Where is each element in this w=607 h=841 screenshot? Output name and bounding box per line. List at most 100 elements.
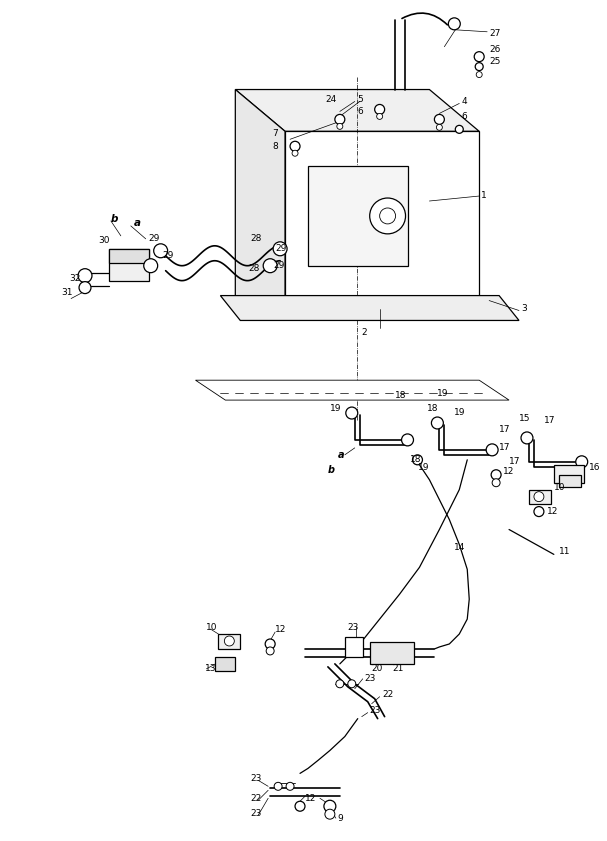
Text: 6: 6	[461, 112, 467, 121]
Text: 29: 29	[275, 244, 287, 253]
Circle shape	[534, 506, 544, 516]
Text: 19: 19	[454, 408, 466, 416]
Circle shape	[534, 492, 544, 501]
Text: 17: 17	[544, 415, 555, 425]
Bar	[308, 167, 407, 266]
Text: 28: 28	[248, 264, 260, 273]
Text: 23: 23	[250, 774, 262, 783]
Circle shape	[576, 456, 588, 468]
Text: 4: 4	[461, 97, 467, 106]
Text: 26: 26	[489, 45, 501, 54]
Circle shape	[78, 268, 92, 283]
Text: 18: 18	[410, 455, 421, 464]
Text: 1: 1	[481, 191, 487, 199]
Text: 13: 13	[205, 664, 216, 674]
Circle shape	[79, 282, 91, 294]
Bar	[109, 249, 149, 262]
Text: 12: 12	[503, 468, 515, 476]
Text: 8: 8	[272, 142, 278, 151]
Circle shape	[324, 801, 336, 812]
Text: 31: 31	[61, 288, 73, 297]
Text: 30: 30	[98, 236, 109, 246]
Text: a: a	[134, 218, 141, 228]
Text: 22: 22	[250, 794, 262, 803]
Polygon shape	[236, 89, 285, 310]
Circle shape	[476, 71, 482, 77]
Text: 20: 20	[371, 664, 383, 674]
Bar	[109, 249, 149, 281]
Text: 29: 29	[149, 235, 160, 243]
Text: 9: 9	[338, 814, 344, 822]
Text: 15: 15	[519, 414, 531, 422]
Circle shape	[486, 444, 498, 456]
Circle shape	[455, 125, 463, 134]
Text: 25: 25	[489, 57, 501, 66]
Bar	[529, 489, 551, 504]
Circle shape	[475, 62, 483, 71]
Circle shape	[225, 636, 234, 646]
Polygon shape	[220, 295, 519, 320]
Text: 19: 19	[438, 389, 449, 398]
Circle shape	[335, 114, 345, 124]
Circle shape	[413, 455, 422, 465]
Text: 12: 12	[275, 625, 287, 633]
Circle shape	[375, 104, 385, 114]
Circle shape	[521, 432, 533, 444]
Circle shape	[346, 407, 358, 419]
Circle shape	[432, 417, 443, 429]
Text: 10: 10	[554, 484, 565, 492]
Text: a: a	[338, 450, 344, 460]
Text: 18: 18	[427, 404, 439, 413]
Circle shape	[435, 114, 444, 124]
Text: 23: 23	[365, 674, 376, 683]
Text: 29: 29	[273, 262, 285, 270]
Circle shape	[491, 470, 501, 479]
Text: b: b	[111, 214, 118, 224]
Text: 32: 32	[69, 274, 81, 283]
Bar	[370, 642, 415, 664]
Text: 12: 12	[305, 794, 316, 803]
Circle shape	[266, 647, 274, 655]
Circle shape	[292, 151, 298, 156]
Text: 6: 6	[358, 107, 364, 116]
Text: 5: 5	[358, 95, 364, 104]
Text: 27: 27	[489, 29, 501, 39]
Circle shape	[402, 434, 413, 446]
Circle shape	[336, 680, 344, 688]
Circle shape	[273, 242, 287, 256]
Bar	[554, 465, 584, 483]
Circle shape	[436, 124, 443, 130]
Text: 22: 22	[382, 690, 394, 699]
Circle shape	[370, 198, 405, 234]
Text: 19: 19	[330, 404, 341, 413]
Text: 11: 11	[559, 547, 571, 556]
Text: b: b	[328, 465, 335, 475]
Text: 24: 24	[325, 95, 336, 104]
Circle shape	[290, 141, 300, 151]
Circle shape	[379, 208, 396, 224]
Text: 21: 21	[393, 664, 404, 674]
Polygon shape	[236, 89, 479, 131]
Text: 14: 14	[454, 543, 466, 552]
Text: 10: 10	[206, 622, 218, 632]
Polygon shape	[195, 380, 509, 400]
Text: 17: 17	[499, 443, 510, 452]
Bar	[559, 475, 581, 487]
Circle shape	[274, 782, 282, 791]
Circle shape	[474, 51, 484, 61]
Circle shape	[154, 244, 168, 257]
Circle shape	[348, 680, 356, 688]
Circle shape	[295, 801, 305, 812]
Text: 3: 3	[521, 304, 527, 313]
Text: 23: 23	[370, 706, 381, 715]
Text: 12: 12	[547, 507, 558, 516]
Circle shape	[286, 782, 294, 791]
Text: 17: 17	[509, 458, 521, 466]
Text: 16: 16	[589, 463, 600, 473]
Bar	[219, 634, 240, 649]
Text: 17: 17	[499, 426, 510, 435]
Text: 23: 23	[250, 809, 262, 817]
Text: 18: 18	[395, 390, 406, 399]
Circle shape	[377, 114, 382, 119]
Circle shape	[449, 18, 460, 29]
